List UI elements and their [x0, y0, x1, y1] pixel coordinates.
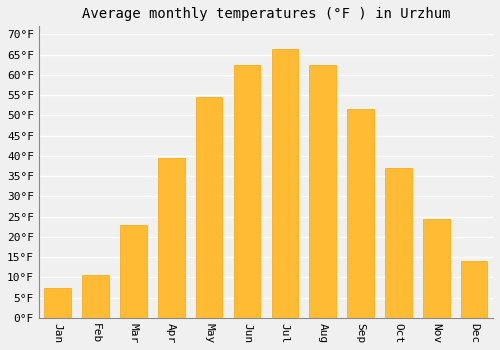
Bar	[348, 109, 374, 318]
Bar	[158, 158, 184, 318]
Bar	[423, 219, 450, 318]
Bar	[120, 225, 146, 318]
Bar	[234, 65, 260, 318]
Bar	[461, 261, 487, 318]
Bar	[44, 288, 71, 318]
Bar	[385, 168, 411, 318]
Title: Average monthly temperatures (°F ) in Urzhum: Average monthly temperatures (°F ) in Ur…	[82, 7, 450, 21]
Bar	[82, 275, 109, 318]
Bar	[310, 65, 336, 318]
Bar	[196, 97, 222, 318]
Bar	[272, 49, 298, 318]
